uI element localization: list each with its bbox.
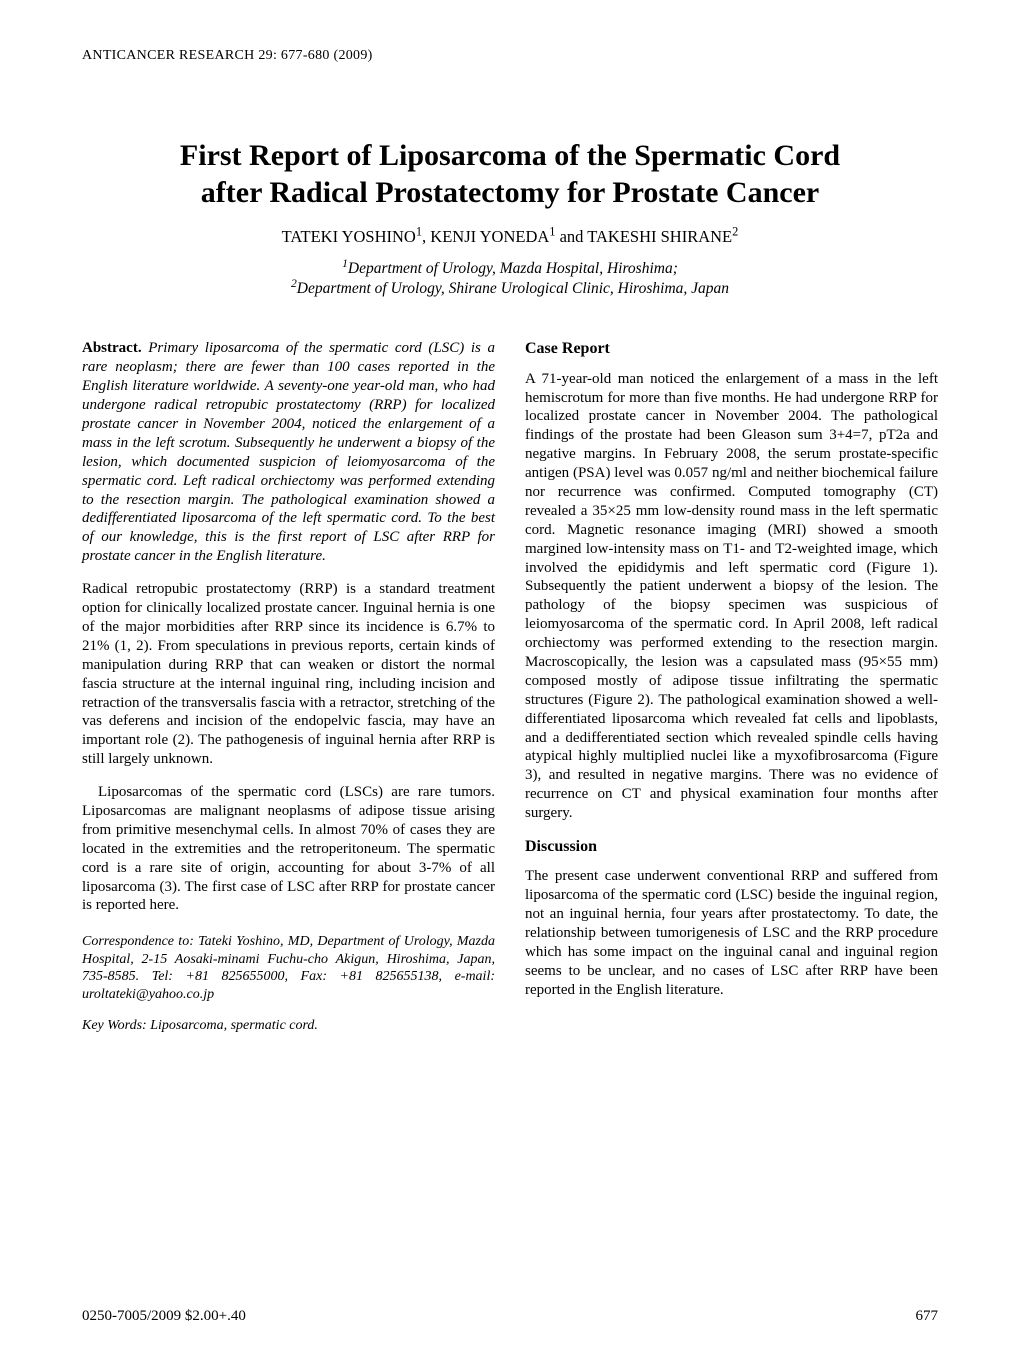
- affiliation-2: 2Department of Urology, Shirane Urologic…: [291, 280, 729, 297]
- intro-para-2: Liposarcomas of the spermatic cord (LSCs…: [82, 783, 495, 915]
- correspondence-label: Correspondence to:: [82, 934, 194, 949]
- journal-citation: 29: 677-680 (2009): [255, 48, 373, 63]
- affiliations: 1Department of Urology, Mazda Hospital, …: [82, 259, 938, 299]
- case-report-heading: Case Report: [525, 339, 938, 359]
- title-line-1: First Report of Liposarcoma of the Sperm…: [180, 139, 840, 172]
- authors: TATEKI YOSHINO1, KENJI YONEDA1 and TAKES…: [82, 227, 938, 247]
- keywords-label: Key Words:: [82, 1018, 147, 1033]
- running-head: ANTICANCER RESEARCH 29: 677-680 (2009): [82, 48, 938, 64]
- discussion-para-1: The present case underwent conventional …: [525, 867, 938, 999]
- title-line-2: after Radical Prostatectomy for Prostate…: [201, 176, 819, 209]
- keywords-body: Liposarcoma, spermatic cord.: [147, 1018, 318, 1033]
- footer-issn: 0250-7005/2009 $2.00+.40: [82, 1308, 246, 1325]
- journal-name: ANTICANCER RESEARCH: [82, 48, 255, 63]
- body-columns: Abstract. Primary liposarcoma of the spe…: [82, 339, 938, 1048]
- correspondence: Correspondence to: Tateki Yoshino, MD, D…: [82, 933, 495, 1003]
- case-report-para-1: A 71-year-old man noticed the enlargemen…: [525, 370, 938, 823]
- article-title: First Report of Liposarcoma of the Sperm…: [82, 138, 938, 211]
- intro-para-1: Radical retropubic prostatectomy (RRP) i…: [82, 580, 495, 769]
- abstract: Abstract. Primary liposarcoma of the spe…: [82, 339, 495, 566]
- discussion-heading: Discussion: [525, 837, 938, 857]
- abstract-label: Abstract.: [82, 340, 142, 356]
- page-number: 677: [916, 1308, 939, 1325]
- page: ANTICANCER RESEARCH 29: 677-680 (2009) F…: [0, 0, 1020, 1359]
- keywords: Key Words: Liposarcoma, spermatic cord.: [82, 1017, 495, 1035]
- footnote-block: Correspondence to: Tateki Yoshino, MD, D…: [82, 933, 495, 1035]
- affiliation-1: 1Department of Urology, Mazda Hospital, …: [342, 260, 678, 277]
- abstract-body: Primary liposarcoma of the spermatic cor…: [82, 340, 495, 564]
- page-footer: 0250-7005/2009 $2.00+.40 677: [82, 1308, 938, 1325]
